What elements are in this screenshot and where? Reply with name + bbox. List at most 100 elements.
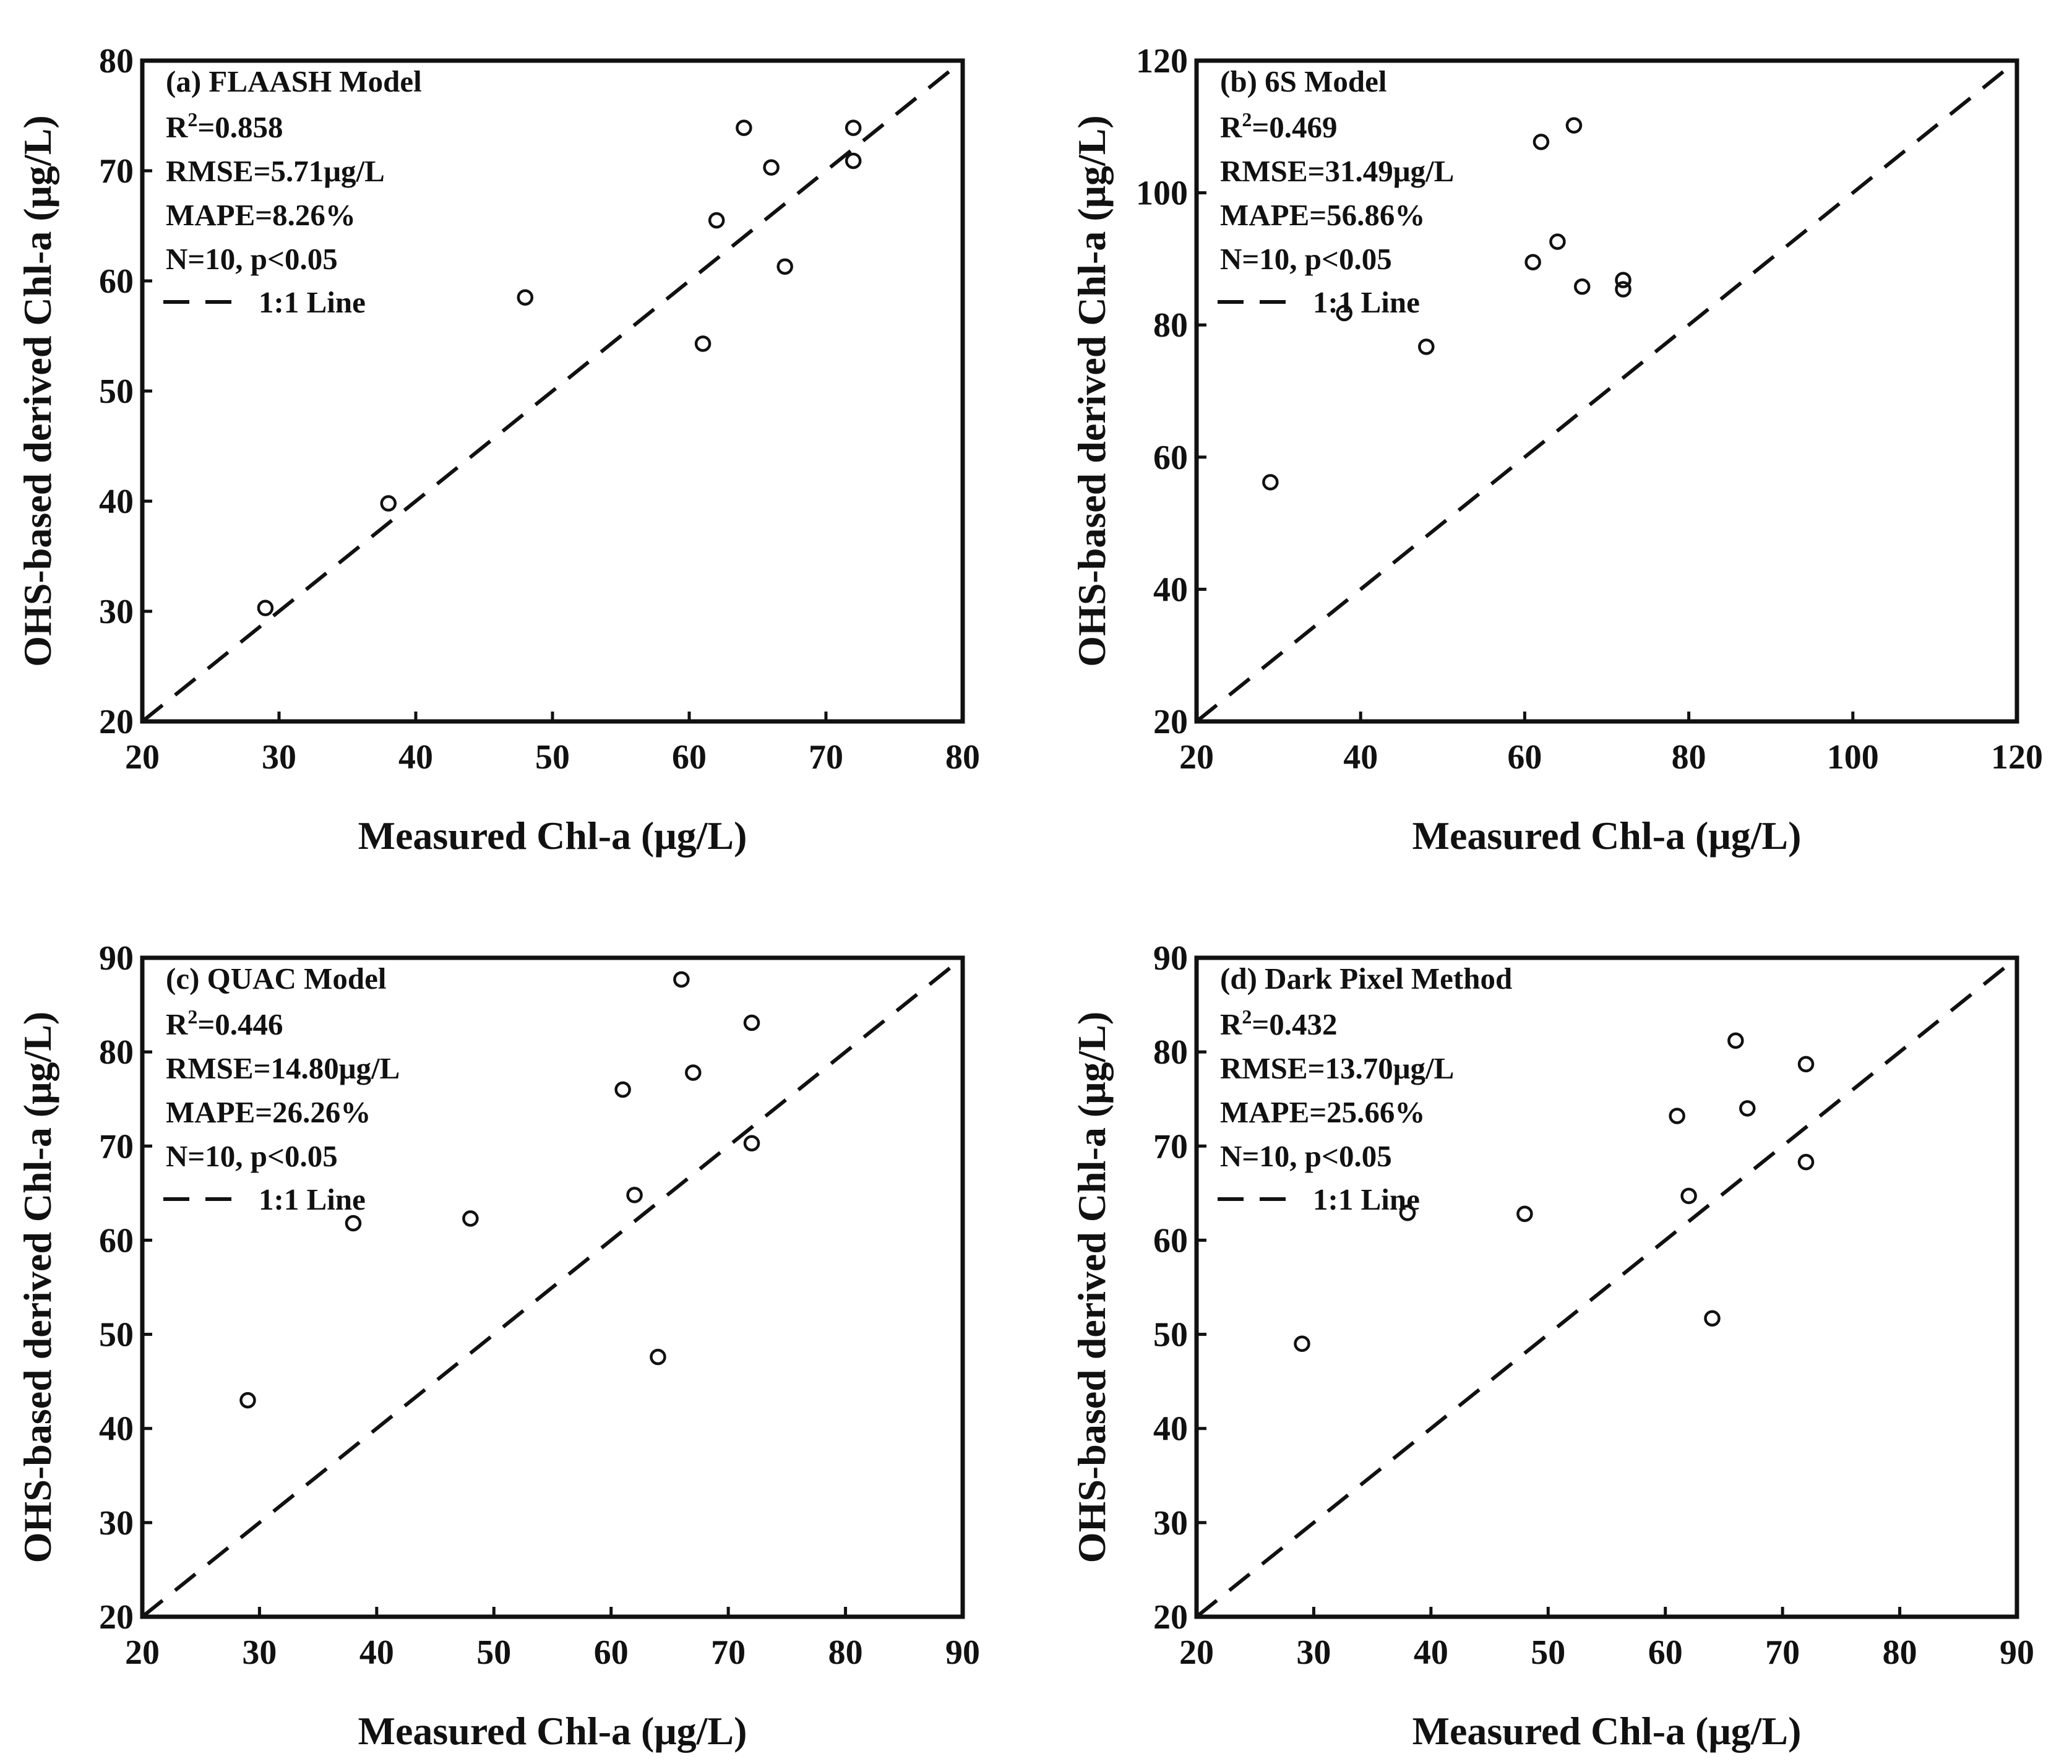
data-point [763, 159, 780, 176]
x-tick-label: 30 [262, 738, 296, 777]
data-point [614, 1081, 631, 1098]
stat-text: R2=0.469 [1220, 108, 1338, 144]
y-tick-label: 20 [99, 703, 134, 741]
legend-label: 1:1 Line [1313, 1182, 1420, 1216]
data-point [1797, 1056, 1815, 1073]
y-tick-label: 90 [1153, 939, 1188, 978]
y-tick-label: 50 [99, 372, 134, 411]
stat-text: R2=0.858 [166, 108, 283, 144]
x-axis-title: Measured Chl-a (μg/L) [358, 1709, 747, 1753]
x-tick-label: 50 [476, 1633, 511, 1672]
x-tick-label: 60 [594, 1633, 629, 1672]
panel-flaash: 20 30 40 50 60 70 80 20 30 40 50 60 70 80 Measured Chl… [15, 42, 980, 858]
data-point [345, 1215, 362, 1232]
data-point [1565, 117, 1583, 134]
one-to-one-line [141, 59, 964, 723]
y-axis-title: OHS-based derived Chl-a (μg/L) [15, 1012, 59, 1563]
x-tick-label: 70 [809, 738, 843, 777]
y-tick-label: 30 [1153, 1504, 1188, 1542]
stat-text: MAPE=56.86% [1220, 198, 1425, 232]
data-point [1549, 233, 1566, 250]
x-tick-label: 100 [1827, 738, 1879, 777]
y-tick-label: 70 [99, 152, 134, 191]
data-point [1399, 1205, 1416, 1221]
data-point [1533, 134, 1550, 150]
stat-text: MAPE=25.66% [1220, 1095, 1425, 1129]
plot-frame [140, 955, 965, 1619]
y-axis-title: OHS-based derived Chl-a (μg/L) [1070, 1012, 1114, 1563]
data-point [517, 289, 534, 306]
plot-frame [1194, 58, 2019, 724]
data-point [1294, 1335, 1310, 1353]
y-tick-label: 70 [99, 1127, 134, 1166]
data-point [845, 152, 862, 170]
data-point [736, 119, 752, 136]
y-tick-label: 40 [99, 1410, 134, 1448]
stat-text: R2=0.446 [166, 1005, 283, 1041]
x-tick-label: 30 [1296, 1633, 1331, 1672]
x-tick-label: 80 [945, 738, 980, 777]
stat-text: RMSE=13.70μg/L [1220, 1051, 1454, 1085]
x-tick-label: 20 [125, 738, 160, 777]
data-point [380, 495, 397, 512]
y-tick-label: 30 [99, 1504, 134, 1542]
data-point [1336, 304, 1352, 322]
x-tick-label: 90 [945, 1633, 980, 1672]
data-point [743, 1135, 760, 1151]
x-tick-label: 40 [359, 1633, 394, 1672]
panel-title: (b) 6S Model [1220, 64, 1387, 98]
x-tick-label: 120 [1991, 738, 2043, 777]
x-axis-title: Measured Chl-a (μg/L) [1412, 814, 1802, 858]
y-tick-label: 60 [99, 1221, 134, 1260]
data-point [1524, 254, 1541, 270]
y-tick-label: 40 [99, 483, 134, 521]
stat-text: MAPE=8.26% [166, 198, 356, 232]
y-tick-label: 20 [1153, 1598, 1188, 1637]
y-tick-label: 40 [1153, 1410, 1188, 1448]
data-point [462, 1210, 479, 1227]
data-point [1418, 338, 1435, 355]
panel-6s: 20 40 60 80 100 120 20 40 60 80 100 120 Measured Chl… [1070, 42, 2043, 858]
data-point [845, 119, 862, 136]
stat-text: N=10, p<0.05 [1220, 242, 1392, 276]
data-point [1797, 1153, 1815, 1171]
y-tick-label: 60 [99, 262, 134, 301]
stat-text: RMSE=5.71μg/L [166, 154, 385, 188]
data-point [1680, 1187, 1697, 1205]
data-point [1262, 474, 1279, 491]
x-tick-label: 80 [1672, 738, 1706, 777]
data-point [1704, 1310, 1721, 1327]
stat-text: N=10, p<0.05 [166, 242, 338, 276]
x-tick-label: 80 [828, 1633, 863, 1672]
data-point [685, 1064, 702, 1081]
x-tick-label: 50 [1531, 1633, 1565, 1672]
one-to-one-line [141, 956, 964, 1619]
y-tick-label: 20 [1153, 703, 1188, 741]
y-tick-label: 60 [1153, 1221, 1188, 1260]
x-tick-label: 20 [125, 1633, 160, 1672]
x-tick-label: 40 [398, 738, 433, 777]
legend-label: 1:1 Line [259, 1182, 366, 1216]
y-axis-title: OHS-based derived Chl-a (μg/L) [1070, 115, 1114, 666]
one-to-one-line [1195, 956, 2018, 1619]
x-tick-label: 60 [1507, 738, 1542, 777]
y-tick-label: 30 [99, 593, 134, 631]
panel-title: (a) FLAASH Model [166, 64, 422, 98]
y-tick-label: 60 [1153, 439, 1188, 477]
panel-quac: 20 30 40 50 60 70 80 90 20 30 40 50 60 70 80 90 Measured… [15, 939, 980, 1753]
data-point [743, 1014, 760, 1031]
data-point [239, 1392, 256, 1409]
x-tick-label: 80 [1883, 1633, 1917, 1672]
data-point [776, 258, 793, 275]
stat-text: RMSE=14.80μg/L [166, 1051, 400, 1085]
panel-title: (d) Dark Pixel Method [1220, 962, 1512, 996]
data-point [1739, 1100, 1756, 1117]
data-point [694, 335, 711, 352]
data-point [626, 1187, 643, 1203]
data-point [1573, 278, 1591, 295]
y-tick-label: 90 [99, 939, 134, 978]
x-tick-label: 70 [711, 1633, 746, 1672]
y-tick-label: 70 [1153, 1127, 1188, 1166]
x-tick-label: 90 [2000, 1633, 2034, 1672]
